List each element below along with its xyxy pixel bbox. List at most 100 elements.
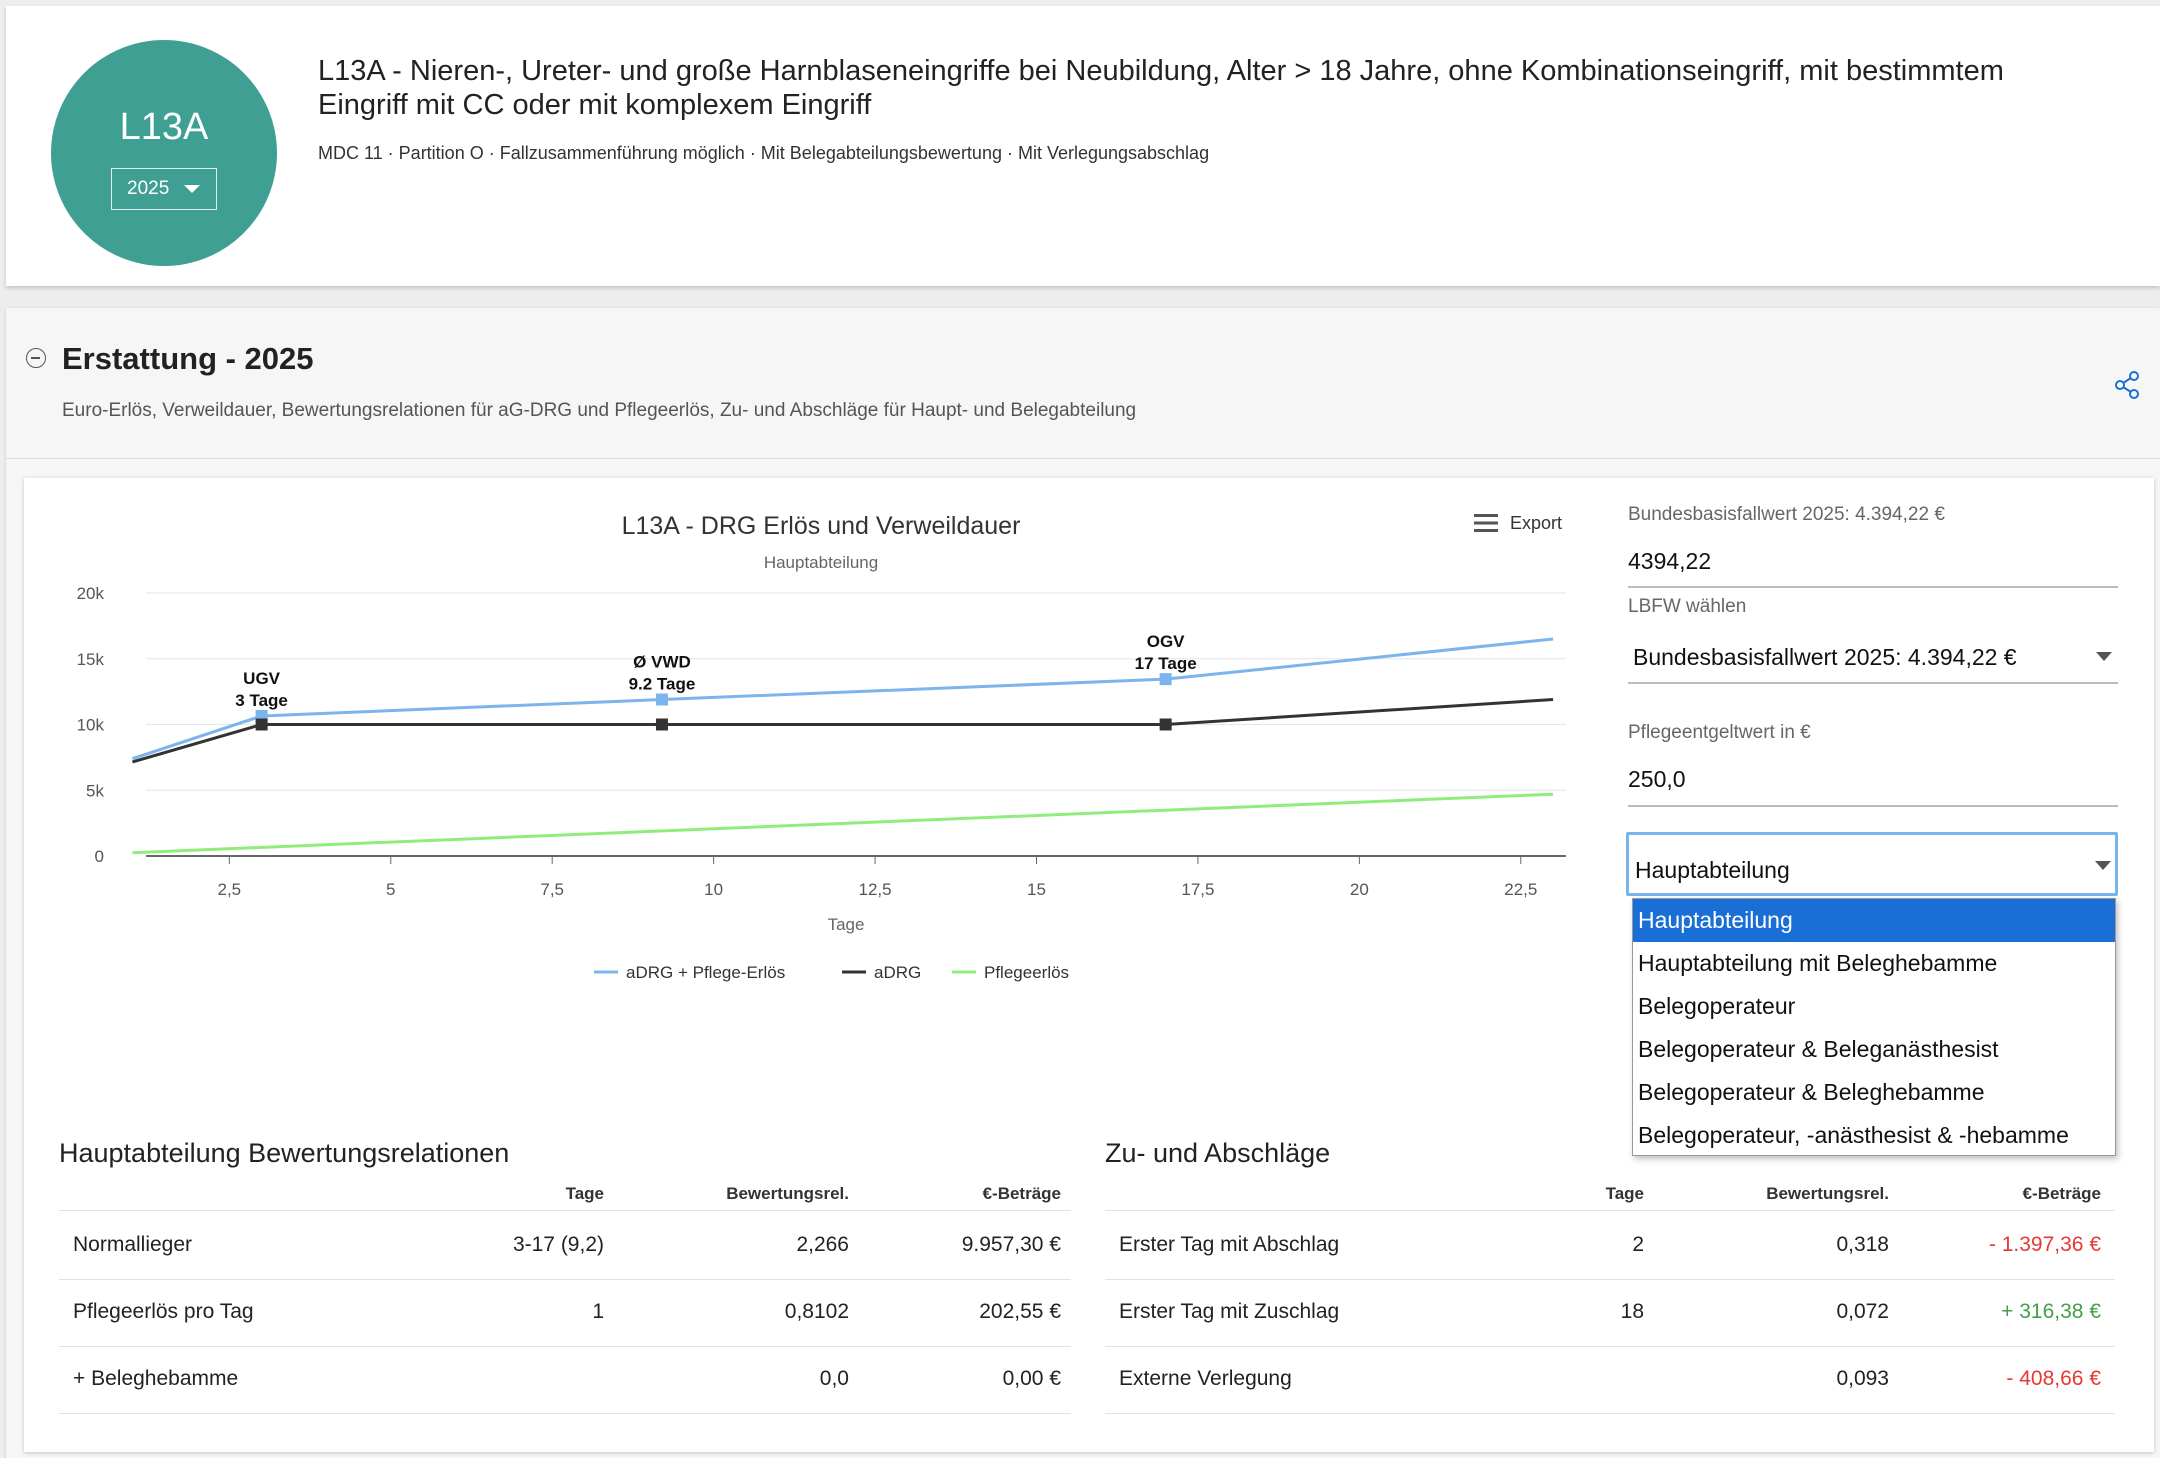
annotation-label: 17 Tage: [1135, 654, 1197, 673]
drg-title: L13A - Nieren-, Ureter- und große Harnbl…: [318, 55, 2004, 121]
x-tick-label: 2,5: [217, 880, 241, 899]
series-line-2: [132, 698, 1554, 764]
row-tage: 3-17 (9,2): [512, 1233, 604, 1256]
row-tage: 2: [1632, 1233, 1644, 1256]
row-tage: 1: [592, 1300, 604, 1323]
dept-dropdown-list: Hauptabteilung Hauptabteilung mit Belegh…: [1632, 898, 2116, 1156]
section-subtitle: Euro-Erlös, Verweildauer, Bewertungsrela…: [62, 400, 1137, 421]
table-left-header-tage: Tage: [565, 1184, 604, 1203]
annotation-label: OGV: [1147, 632, 1185, 651]
dept-option[interactable]: Belegoperateur: [1638, 993, 1796, 1019]
dept-option[interactable]: Belegoperateur & Beleganästhesist: [1638, 1036, 1999, 1062]
chart-subtitle: Hauptabteilung: [764, 553, 878, 572]
table-right-header-betrag: €-Beträge: [2022, 1184, 2101, 1203]
y-tick-label: 10k: [77, 716, 105, 735]
bbfw-input[interactable]: 4394,22: [1628, 548, 1712, 574]
row-betrag: 202,55 €: [979, 1300, 1061, 1323]
x-tick-label: 5: [386, 880, 395, 899]
dept-option[interactable]: Hauptabteilung mit Beleghebamme: [1638, 950, 1998, 976]
caret-down-icon: [2095, 861, 2111, 870]
data-point-marker: [255, 718, 268, 731]
x-axis-label: Tage: [828, 915, 865, 934]
y-tick-label: 20k: [77, 584, 105, 603]
row-rel: 0,318: [1836, 1233, 1889, 1256]
menu-icon: [1474, 514, 1498, 532]
drg-meta: MDC 11 · Partition O · Fallzusammenführu…: [318, 143, 1210, 163]
row-label: Erster Tag mit Zuschlag: [1119, 1300, 1340, 1323]
bbfw-label: Bundesbasisfallwert 2025: 4.394,22 €: [1628, 504, 1945, 525]
legend-item-label: aDRG: [874, 963, 921, 982]
drg-header-card: L13A 2025 L13A - Nieren-, Ureter- und gr…: [6, 6, 2160, 286]
export-label: Export: [1510, 513, 1563, 533]
row-label: Normallieger: [73, 1233, 193, 1256]
pflege-label: Pflegeentgeltwert in €: [1628, 722, 1811, 743]
table-divider: [1105, 1279, 2115, 1280]
table-row: Erster Tag mit Zuschlag 18 0,072 + 316,3…: [1105, 1280, 2115, 1346]
lbfw-select-value: Bundesbasisfallwert 2025: 4.394,22 €: [1633, 644, 2017, 670]
x-tick-label: 22,5: [1504, 880, 1537, 899]
x-tick-label: 10: [704, 880, 723, 899]
row-label: + Beleghebamme: [73, 1367, 239, 1390]
share-icon[interactable]: [2112, 370, 2142, 400]
annotation-label: 9.2 Tage: [629, 675, 696, 694]
data-point-marker: [1159, 718, 1172, 731]
dept-option[interactable]: Belegoperateur, -anästhesist & -hebamme: [1638, 1122, 2069, 1148]
table-row: + Beleghebamme 0,0 0,00 €: [59, 1347, 1071, 1413]
legend-item-label: aDRG + Pflege-Erlös: [626, 963, 785, 982]
bbfw-underline: [1628, 586, 2118, 588]
table-row: Pflegeerlös pro Tag 1 0,8102 202,55 €: [59, 1280, 1071, 1346]
table-divider: [59, 1279, 1071, 1280]
x-tick-label: 7,5: [540, 880, 564, 899]
data-point-marker: [1159, 673, 1172, 686]
section-title: Erstattung - 2025: [62, 341, 314, 376]
export-button[interactable]: Export: [1474, 508, 1562, 538]
year-select[interactable]: 2025: [111, 168, 217, 210]
x-tick-label: 20: [1350, 880, 1369, 899]
drg-badge: L13A 2025: [51, 40, 277, 266]
row-label: Erster Tag mit Abschlag: [1119, 1233, 1340, 1256]
chart-title: L13A - DRG Erlös und Verweildauer: [622, 512, 1021, 540]
series-line-1: [131, 637, 1554, 761]
content-card: L13A - DRG Erlös und Verweildauer Haupta…: [24, 478, 2154, 1452]
annotation-label: UGV: [243, 669, 281, 688]
row-betrag: - 408,66 €: [2006, 1367, 2101, 1390]
row-rel: 0,0: [819, 1367, 849, 1390]
table-divider: [1105, 1210, 2115, 1211]
drg-code: L13A: [119, 106, 209, 148]
dept-select[interactable]: Hauptabteilung: [1626, 832, 2118, 896]
row-label: Externe Verlegung: [1119, 1367, 1292, 1390]
x-tick-label: 12,5: [859, 880, 892, 899]
table-divider: [59, 1346, 1071, 1347]
table-left-header-rel: Bewertungsrel.: [726, 1184, 849, 1203]
annotation-label: Ø VWD: [633, 653, 691, 672]
table-left-title: Hauptabteilung Bewertungsrelationen: [59, 1138, 510, 1168]
dept-select-value: Hauptabteilung: [1635, 857, 1790, 883]
pflege-underline: [1628, 805, 2118, 807]
row-rel: 0,8102: [784, 1300, 849, 1323]
table-divider: [1105, 1346, 2115, 1347]
table-right-header-rel: Bewertungsrel.: [1766, 1184, 1889, 1203]
row-tage: 18: [1620, 1300, 1644, 1323]
caret-down-icon: [2096, 652, 2112, 661]
lbfw-label: LBFW wählen: [1628, 596, 1747, 617]
minus-circle-icon[interactable]: [26, 348, 46, 368]
table-row: Externe Verlegung 0,093 - 408,66 €: [1105, 1347, 2115, 1413]
data-point-marker: [655, 693, 668, 706]
dept-option[interactable]: Belegoperateur & Beleghebamme: [1638, 1079, 1985, 1105]
row-betrag: 9.957,30 €: [961, 1233, 1061, 1256]
pflege-input[interactable]: 250,0: [1628, 766, 1686, 792]
row-rel: 0,093: [1836, 1367, 1889, 1390]
dept-option[interactable]: Hauptabteilung: [1633, 899, 2115, 942]
table-right-title: Zu- und Abschläge: [1105, 1138, 1331, 1168]
y-tick-label: 0: [95, 847, 104, 866]
table-right-header-tage: Tage: [1605, 1184, 1644, 1203]
y-tick-label: 5k: [86, 781, 104, 800]
table-divider: [59, 1413, 1071, 1414]
y-tick-label: 15k: [77, 650, 105, 669]
table-row: Erster Tag mit Abschlag 2 0,318 - 1.397,…: [1105, 1211, 2115, 1279]
lbfw-select[interactable]: Bundesbasisfallwert 2025: 4.394,22 €: [1628, 638, 2118, 682]
annotation-label: 3 Tage: [235, 691, 288, 710]
x-tick-label: 17,5: [1181, 880, 1214, 899]
section-divider: [6, 458, 2160, 459]
year-select-value: 2025: [127, 178, 170, 199]
